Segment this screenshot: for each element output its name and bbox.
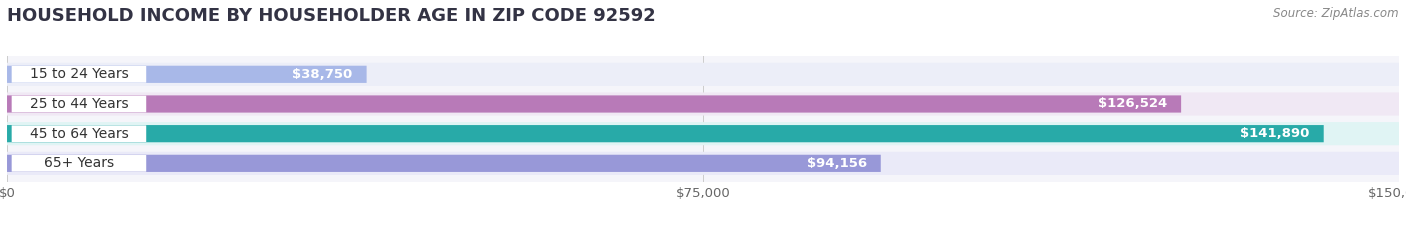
FancyBboxPatch shape <box>7 122 1399 145</box>
Text: $94,156: $94,156 <box>807 157 868 170</box>
Text: $38,750: $38,750 <box>292 68 353 81</box>
Text: $126,524: $126,524 <box>1098 97 1167 110</box>
Text: Source: ZipAtlas.com: Source: ZipAtlas.com <box>1274 7 1399 20</box>
Text: HOUSEHOLD INCOME BY HOUSEHOLDER AGE IN ZIP CODE 92592: HOUSEHOLD INCOME BY HOUSEHOLDER AGE IN Z… <box>7 7 655 25</box>
FancyBboxPatch shape <box>7 95 1181 113</box>
Text: 45 to 64 Years: 45 to 64 Years <box>30 127 128 141</box>
FancyBboxPatch shape <box>11 125 146 142</box>
FancyBboxPatch shape <box>7 155 880 172</box>
Text: 15 to 24 Years: 15 to 24 Years <box>30 67 128 81</box>
FancyBboxPatch shape <box>7 125 1323 142</box>
Text: 65+ Years: 65+ Years <box>44 156 114 170</box>
FancyBboxPatch shape <box>7 93 1399 116</box>
FancyBboxPatch shape <box>7 63 1399 86</box>
FancyBboxPatch shape <box>11 96 146 112</box>
Text: $141,890: $141,890 <box>1240 127 1310 140</box>
FancyBboxPatch shape <box>11 66 146 83</box>
FancyBboxPatch shape <box>7 152 1399 175</box>
FancyBboxPatch shape <box>11 155 146 172</box>
Text: 25 to 44 Years: 25 to 44 Years <box>30 97 128 111</box>
FancyBboxPatch shape <box>7 66 367 83</box>
